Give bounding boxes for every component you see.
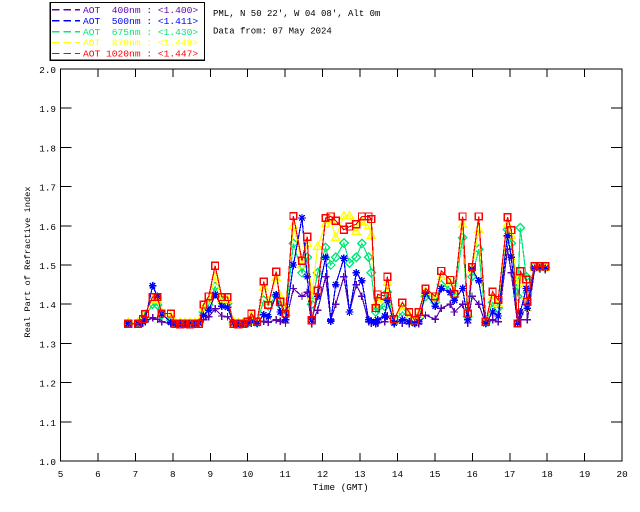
svg-text:12: 12 xyxy=(317,469,328,480)
svg-text:20: 20 xyxy=(617,469,628,480)
svg-text:10: 10 xyxy=(242,469,253,480)
svg-text:6: 6 xyxy=(95,469,101,480)
svg-text:8: 8 xyxy=(170,469,176,480)
svg-text:1.3: 1.3 xyxy=(39,339,56,350)
svg-text:13: 13 xyxy=(354,469,365,480)
svg-text:AOT 1020nm : <1.447>: AOT 1020nm : <1.447> xyxy=(83,49,198,60)
svg-text:AOT 870nm : <1.449>: AOT 870nm : <1.449> xyxy=(83,38,198,49)
svg-text:19: 19 xyxy=(579,469,590,480)
svg-text:14: 14 xyxy=(392,469,404,480)
svg-text:11: 11 xyxy=(280,469,292,480)
svg-text:AOT 500nm : <1.411>: AOT 500nm : <1.411> xyxy=(83,16,198,27)
svg-text:1.9: 1.9 xyxy=(39,104,56,115)
svg-text:1.0: 1.0 xyxy=(39,457,56,468)
svg-text:16: 16 xyxy=(467,469,478,480)
svg-text:Data from: 07 May 2024: Data from: 07 May 2024 xyxy=(213,27,332,37)
svg-text:7: 7 xyxy=(133,469,139,480)
svg-text:15: 15 xyxy=(429,469,440,480)
svg-text:1.6: 1.6 xyxy=(39,222,56,233)
svg-text:17: 17 xyxy=(504,469,515,480)
svg-text:1.8: 1.8 xyxy=(39,143,56,154)
svg-text:1.1: 1.1 xyxy=(39,418,56,429)
svg-text:1.7: 1.7 xyxy=(39,183,56,194)
svg-text:AOT 400nm : <1.400>: AOT 400nm : <1.400> xyxy=(83,5,198,16)
svg-text:1.4: 1.4 xyxy=(39,300,56,311)
svg-text:5: 5 xyxy=(58,469,64,480)
svg-text:AOT 675nm : <1.430>: AOT 675nm : <1.430> xyxy=(83,27,198,38)
svg-text:9: 9 xyxy=(208,469,214,480)
svg-text:1.2: 1.2 xyxy=(39,379,56,390)
svg-text:PML, N 50 22', W 04 08', Alt 0: PML, N 50 22', W 04 08', Alt 0m xyxy=(213,9,380,19)
svg-text:Real Part of Refractive index: Real Part of Refractive index xyxy=(23,186,33,337)
svg-text:1.5: 1.5 xyxy=(39,261,56,272)
svg-text:2.0: 2.0 xyxy=(39,65,56,76)
svg-text:18: 18 xyxy=(542,469,553,480)
svg-text:Time (GMT): Time (GMT) xyxy=(313,482,369,493)
